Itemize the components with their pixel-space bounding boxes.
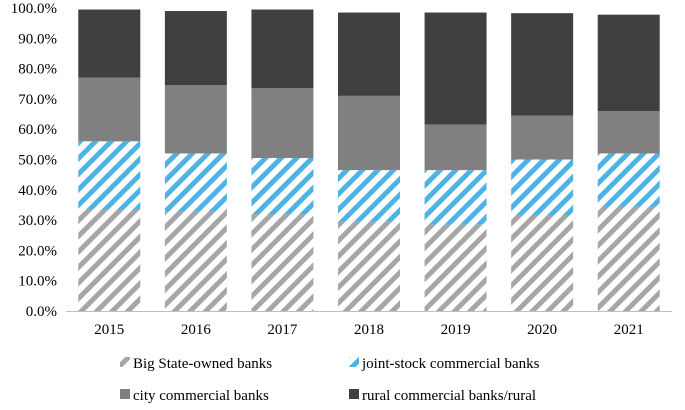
bar-segment xyxy=(164,211,227,311)
bar-segment xyxy=(164,85,227,154)
bars xyxy=(78,9,660,311)
y-tick-label: 80.0% xyxy=(18,62,57,78)
y-tick-label: 100.0% xyxy=(11,1,57,17)
y-tick-label: 90.0% xyxy=(18,31,57,47)
y-tick-label: 20.0% xyxy=(18,243,57,259)
x-tick-label: 2016 xyxy=(181,322,212,338)
bar-segment xyxy=(338,221,400,311)
legend-swatch xyxy=(120,389,130,399)
bar-segment xyxy=(597,153,660,207)
x-tick-label: 2019 xyxy=(441,322,471,338)
x-tick-label: 2020 xyxy=(527,322,557,338)
bar-segment xyxy=(597,206,660,311)
y-tick-label: 40.0% xyxy=(18,183,57,199)
bar-segment xyxy=(251,157,314,215)
y-tick-label: 50.0% xyxy=(18,153,57,169)
bar-segment xyxy=(338,95,400,171)
bar-segment xyxy=(424,124,487,171)
bar-segment xyxy=(251,88,314,158)
bar-segment xyxy=(338,170,400,222)
y-tick-label: 70.0% xyxy=(18,92,57,108)
bar-segment xyxy=(424,224,487,311)
bar-segment xyxy=(511,215,574,311)
x-tick-label: 2015 xyxy=(94,322,124,338)
bar-segment xyxy=(251,9,314,89)
y-tick-label: 10.0% xyxy=(18,274,57,290)
legend-swatch xyxy=(349,357,359,367)
y-axis: 0.0% 10.0% 20.0% 30.0% 40.0% 50.0% 60.0% 70.0% 8… xyxy=(11,1,57,320)
y-tick-label: 60.0% xyxy=(18,122,57,138)
bar-segment xyxy=(511,13,574,116)
x-axis: 2015 2016 2017 2018 2019 2020 2021 xyxy=(66,311,672,338)
bar-segment xyxy=(164,153,227,212)
bar-segment xyxy=(78,209,141,311)
legend-label: joint-stock commercial banks xyxy=(361,356,540,372)
bar-segment xyxy=(78,77,141,142)
legend-label: city commercial banks xyxy=(133,388,269,404)
bar-segment xyxy=(424,170,487,225)
bar-segment xyxy=(424,12,487,125)
bar-segment xyxy=(78,141,141,210)
x-tick-label: 2021 xyxy=(614,322,644,338)
legend-swatch xyxy=(349,389,359,399)
bar-segment xyxy=(338,12,400,96)
y-tick-label: 30.0% xyxy=(18,213,57,229)
bar-segment xyxy=(164,11,227,86)
bar-segment xyxy=(251,214,314,311)
bar-segment xyxy=(78,9,141,78)
legend-label: Big State-owned banks xyxy=(133,356,272,372)
bar-segment xyxy=(511,159,574,216)
y-tick-label: 0.0% xyxy=(26,304,57,320)
bar-segment xyxy=(597,14,660,112)
legend: Big State-owned banks joint-stock commerc… xyxy=(120,356,540,404)
legend-swatch xyxy=(120,357,130,367)
x-tick-label: 2017 xyxy=(267,322,298,338)
legend-label: rural commercial banks/rural xyxy=(362,388,536,404)
x-tick-label: 2018 xyxy=(354,322,384,338)
bar-segment xyxy=(597,111,660,154)
bar-segment xyxy=(511,115,574,160)
